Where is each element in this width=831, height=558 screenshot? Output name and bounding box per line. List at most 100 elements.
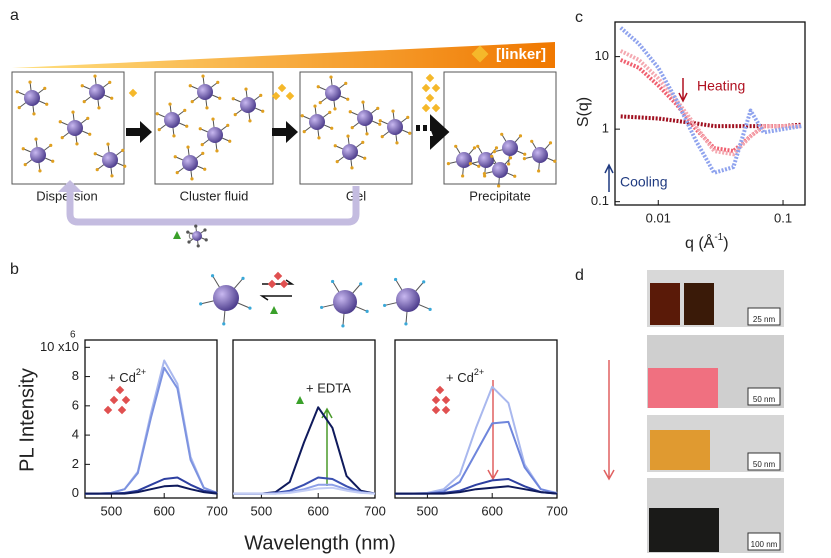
- cd-icon: [115, 385, 125, 395]
- ligand-end: [500, 132, 504, 136]
- ligand-end: [361, 100, 365, 104]
- plot-frame: [84, 339, 218, 499]
- y-exponent: 6: [70, 330, 76, 341]
- x-tick-label: 600: [153, 503, 175, 518]
- ligand-end: [359, 282, 363, 286]
- x-label-text: q (Å: [685, 233, 715, 252]
- y-tick-label: 1: [602, 121, 609, 136]
- x-tick-label: 700: [364, 503, 386, 518]
- ligand-end: [187, 240, 191, 244]
- ligand-end: [378, 119, 382, 123]
- ligand-end: [492, 150, 497, 154]
- ligand-end: [222, 322, 226, 326]
- ligand-end: [106, 142, 110, 146]
- linker-icon: [271, 91, 281, 101]
- vial-photo: [649, 508, 719, 552]
- ligand-end: [248, 306, 252, 310]
- linker-icon: [431, 103, 441, 113]
- ligand-end: [199, 302, 203, 306]
- particle: [333, 290, 357, 314]
- linker-icon: [421, 83, 431, 93]
- ligand-end: [71, 110, 75, 114]
- ligand-end: [483, 174, 487, 178]
- ligand-end: [259, 93, 263, 97]
- ligand-end: [38, 169, 42, 173]
- decrease-arrow: [603, 360, 615, 481]
- panel-label: c: [575, 9, 583, 26]
- linker-icon: [421, 103, 431, 113]
- linker-label: [linker]: [496, 46, 546, 63]
- linker-icon: [425, 93, 435, 103]
- particle: [24, 90, 40, 106]
- plot-frame: [394, 339, 558, 499]
- ligand-end: [34, 137, 38, 141]
- x-axis-label: Wavelength (nm): [244, 532, 396, 554]
- ligand-end: [80, 84, 84, 88]
- x-label-end: ): [723, 235, 728, 252]
- scale-bar-label: 100 nm: [751, 540, 778, 549]
- series-line: [619, 49, 802, 157]
- ligand-end: [49, 143, 53, 147]
- ligand-end: [183, 108, 187, 112]
- ligand-end: [93, 74, 97, 78]
- particle: [492, 162, 508, 178]
- ligand-end: [45, 102, 49, 106]
- x-label-sup: -1: [714, 232, 723, 243]
- x-tick-label: 500: [417, 503, 439, 518]
- ligand-end: [394, 277, 398, 282]
- series-line: [619, 26, 802, 175]
- annotation: + Cd2+: [108, 367, 146, 385]
- ligand-end: [365, 309, 369, 313]
- plot-frame: [232, 339, 376, 499]
- ligand-end: [15, 90, 19, 94]
- ligand-end: [461, 174, 465, 178]
- cd-icon: [103, 405, 113, 415]
- cd-icon: [441, 395, 451, 405]
- ligand-end: [335, 160, 339, 164]
- ligand-end: [518, 134, 523, 138]
- particle: [532, 147, 548, 163]
- particle: [325, 85, 341, 101]
- ligand-end: [210, 274, 215, 278]
- ligand-end: [203, 228, 207, 232]
- particle: [192, 231, 202, 241]
- ligand-end: [537, 169, 541, 173]
- ligand-end: [244, 87, 248, 91]
- x-tick-label: 700: [206, 503, 228, 518]
- ligand-end: [422, 280, 426, 284]
- ligand-end: [21, 147, 25, 151]
- ligand-end: [391, 109, 395, 113]
- ligand-end: [404, 322, 408, 326]
- ligand-end: [380, 135, 384, 139]
- x-tick-label: 500: [101, 503, 123, 518]
- ligand-end: [302, 130, 306, 134]
- y-tick-label: 8: [72, 368, 79, 383]
- ligand-end: [522, 157, 527, 161]
- ligand-end: [548, 141, 553, 145]
- ligand-end: [108, 80, 112, 84]
- ligand-end: [329, 75, 333, 79]
- cd-icon: [435, 385, 445, 395]
- plot-frame: [614, 21, 806, 206]
- arrow: [416, 114, 450, 150]
- ligand-end: [186, 230, 190, 234]
- ligand-end: [185, 124, 189, 128]
- particle: [342, 144, 358, 160]
- ligand-end: [361, 140, 365, 144]
- particle: [207, 127, 223, 143]
- heating-arrow: [678, 78, 688, 103]
- series-line: [395, 485, 558, 495]
- linker-icon: [277, 83, 287, 93]
- ligand-end: [350, 126, 354, 130]
- ligand-end: [75, 142, 79, 146]
- scale-box: [747, 307, 781, 326]
- ligand-end: [196, 244, 200, 248]
- scale-bar-label: 25 nm: [753, 315, 776, 324]
- ligand-end: [513, 174, 517, 178]
- scale-bar-label: 50 nm: [753, 395, 776, 404]
- ligand-end: [204, 238, 208, 242]
- decrease-arrow: [487, 380, 499, 481]
- ligand-end: [201, 151, 205, 155]
- x-tick-label: 0.01: [646, 210, 671, 225]
- ligand-end: [97, 106, 101, 110]
